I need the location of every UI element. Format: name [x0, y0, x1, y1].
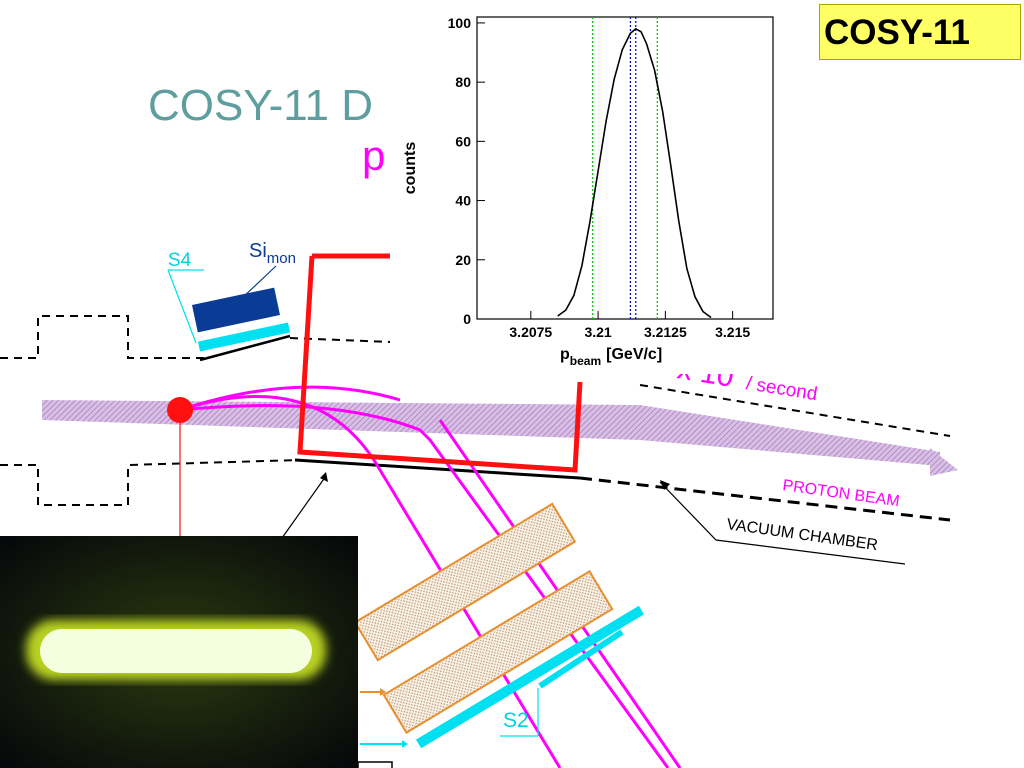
chart-x-axis-label: pbeam [GeV/c]: [560, 346, 662, 368]
chart-x-axis-label-sub: beam: [570, 354, 601, 368]
track-lower: [179, 404, 670, 768]
chart-y-tick-label-3: 60: [455, 133, 471, 149]
s1-scintillator: [415, 605, 645, 749]
exit-window-line: [294, 458, 581, 480]
vacuum-chamber-upper-wall: [0, 315, 210, 359]
photo-leader-arrowhead: [320, 472, 328, 482]
vacuum-chamber-label-leader: [659, 481, 906, 565]
chart-plot-frame: [476, 16, 774, 320]
d2-pointer-arrowhead: [380, 688, 386, 696]
chart-x-axis-label-unit: [GeV/c]: [606, 346, 662, 363]
chart-y-tick-label-2: 40: [455, 193, 471, 209]
vacuum-chamber-lower-wall-far: [579, 476, 951, 522]
s4-scintillator: [197, 322, 291, 352]
proton-beam-label: PROTON BEAM: [781, 477, 900, 510]
proton-beam-band: [42, 400, 940, 466]
si-monitor-label-sub: mon: [267, 250, 296, 267]
slide-subtitle: p: [362, 132, 385, 179]
proton-beam-arrowhead: [930, 448, 958, 476]
scintillator-photo-graphic: [0, 536, 358, 768]
si-label-leader: [239, 265, 277, 301]
chart-x-tick-label-3: 3.215: [715, 324, 750, 340]
chart-x-tick-label-1: 3.21: [584, 324, 611, 340]
s4-label: S4: [168, 250, 192, 271]
drift-chamber-d2: [382, 569, 614, 735]
dipole-magnet-outline-left: [297, 255, 583, 473]
momentum-distribution-chart: 3.2075 3.21 3.2125 3.215 0 20 40 60 80 100 counts…: [402, 4, 790, 374]
vacuum-chamber-label-arrowhead: [660, 480, 670, 490]
bottom-box-corner: [357, 761, 393, 768]
vacuum-chamber-upper-wall-far: [639, 384, 951, 437]
chart-x-axis-label-main: p: [560, 346, 570, 363]
si-monitor-label-main: Si: [249, 240, 267, 262]
cluster-target-dot: [167, 397, 193, 423]
photo-leader-line: [281, 475, 327, 539]
s2-label: S2: [503, 709, 529, 732]
beam-rate-unit: / second: [745, 373, 819, 405]
scintillator-photo: [0, 536, 358, 768]
chart-y-tick-label-4: 80: [455, 74, 471, 90]
upper-window-line: [199, 334, 291, 362]
chart-x-tick-label-2: 3.2125: [644, 324, 687, 340]
chart-y-tick-label-1: 20: [455, 252, 471, 268]
vacuum-chamber-label: VACUUM CHAMBER: [725, 516, 878, 554]
chart-y-tick-label-0: 0: [463, 311, 471, 327]
s2-scintillator: [538, 629, 624, 689]
s4-label-leader: [167, 269, 197, 344]
chart-y-tick-label-5: 100: [448, 15, 472, 31]
s1-pointer-arrowhead: [402, 740, 408, 748]
chart-y-axis-label: counts: [402, 142, 419, 195]
cosy-11-badge: COSY-11: [819, 4, 1021, 60]
cosy-11-badge-label: COSY-11: [824, 13, 970, 52]
vacuum-chamber-lower-wall: [0, 459, 301, 506]
slide-title: COSY-11 D: [148, 81, 373, 130]
chart-x-tick-label-0: 3.2075: [509, 324, 552, 340]
si-monitor-detector: [192, 287, 280, 333]
chart-series-line-0: [557, 27, 712, 319]
glowing-fiber: [40, 629, 312, 673]
si-monitor-label: Simon: [249, 240, 296, 267]
drift-chamber-d1: [353, 502, 577, 662]
